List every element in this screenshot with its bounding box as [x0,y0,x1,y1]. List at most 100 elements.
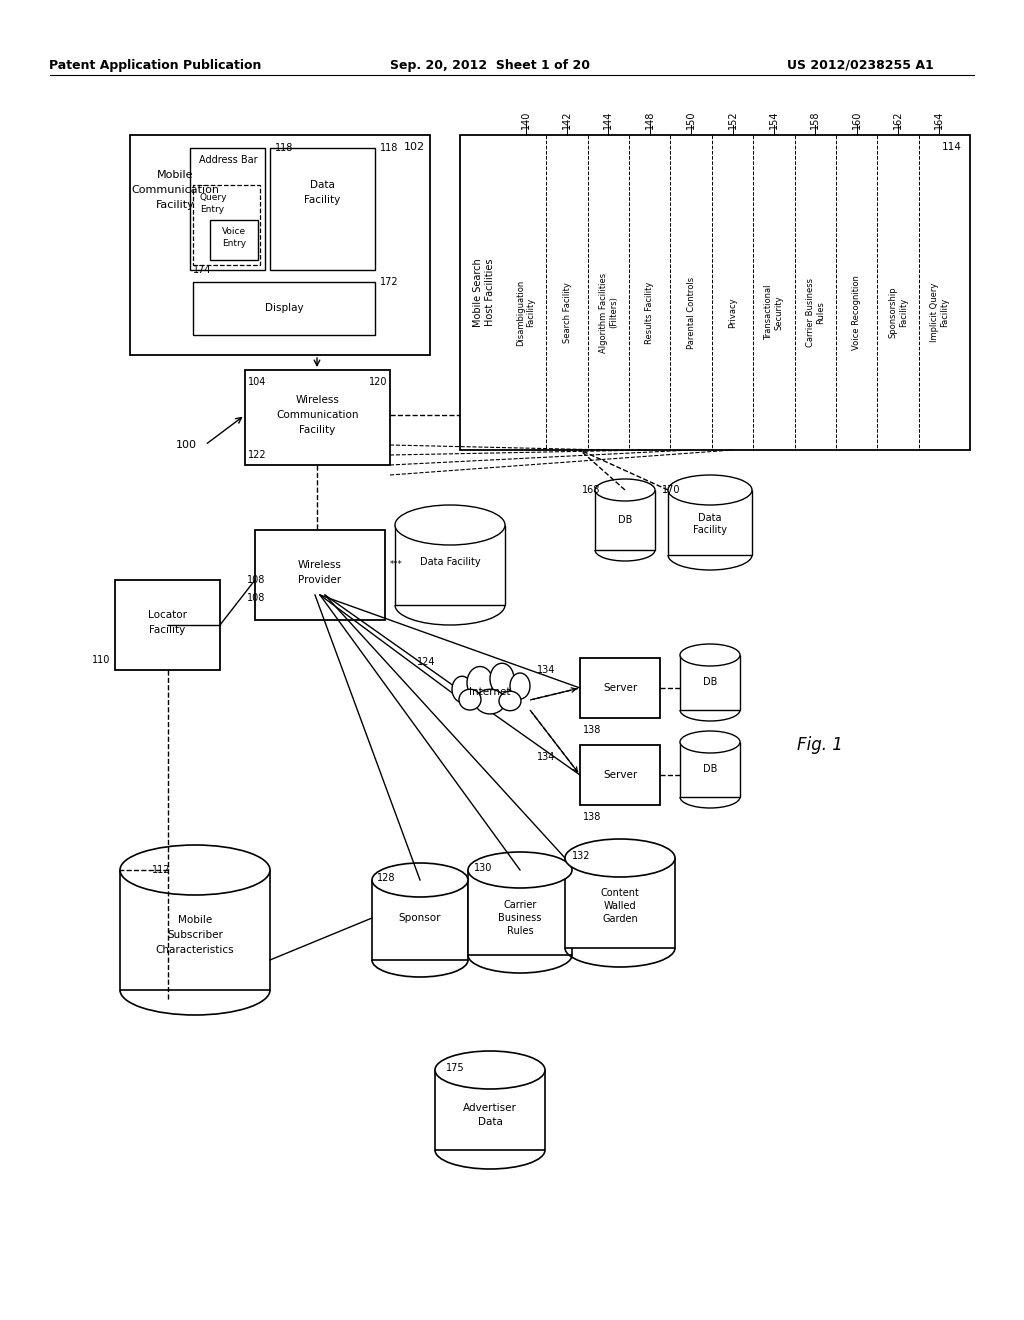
Text: Advertiser: Advertiser [463,1104,517,1113]
Text: Garden: Garden [602,913,638,924]
Text: Wireless: Wireless [298,560,342,570]
FancyBboxPatch shape [193,185,260,265]
Text: DB: DB [702,677,717,686]
Text: Data: Data [309,180,335,190]
Text: Privacy: Privacy [728,297,737,327]
Text: Patent Application Publication: Patent Application Publication [49,58,261,71]
Text: 118: 118 [380,143,398,153]
Text: Data: Data [477,1117,503,1127]
Ellipse shape [595,479,655,502]
Text: 122: 122 [248,450,266,459]
FancyBboxPatch shape [245,370,390,465]
FancyBboxPatch shape [190,148,265,271]
Ellipse shape [120,845,270,895]
Text: 130: 130 [474,863,492,873]
Text: Provider: Provider [298,576,342,585]
Polygon shape [595,490,655,550]
Text: Locator: Locator [148,610,187,620]
Text: 152: 152 [727,111,737,129]
Ellipse shape [468,851,572,888]
Ellipse shape [490,663,514,694]
Text: Facility: Facility [304,195,340,205]
Text: Voice: Voice [222,227,246,236]
Text: Algorithm Facilities
(Filters): Algorithm Facilities (Filters) [599,272,618,352]
Ellipse shape [435,1051,545,1089]
Text: 140: 140 [520,111,530,129]
Text: Facility: Facility [156,201,195,210]
Text: 150: 150 [686,111,696,129]
Ellipse shape [467,667,493,700]
Text: 148: 148 [645,111,654,129]
Ellipse shape [510,673,530,700]
Text: 170: 170 [662,484,680,495]
FancyBboxPatch shape [460,135,970,450]
FancyBboxPatch shape [115,579,220,671]
Ellipse shape [395,506,505,545]
Text: Mobile Search: Mobile Search [473,259,483,327]
Text: Carrier Business
Rules: Carrier Business Rules [806,279,825,347]
Text: Address Bar: Address Bar [199,154,257,165]
Text: 110: 110 [91,655,110,665]
FancyBboxPatch shape [270,148,375,271]
Text: Transactional
Security: Transactional Security [764,285,783,341]
Ellipse shape [499,692,521,710]
Text: 124: 124 [417,657,435,667]
Text: Walled: Walled [604,902,636,911]
Polygon shape [680,742,740,797]
Text: Server: Server [603,682,637,693]
Text: Carrier: Carrier [504,900,537,909]
Text: 162: 162 [893,111,903,129]
Polygon shape [435,1071,545,1150]
Text: Results Facility: Results Facility [645,281,654,343]
Text: Rules: Rules [507,927,534,936]
Text: Data: Data [698,513,722,523]
Text: 154: 154 [769,111,779,129]
Text: 102: 102 [403,143,425,152]
Text: Host Facilities: Host Facilities [485,259,495,326]
Ellipse shape [680,644,740,667]
Text: Communication: Communication [131,185,219,195]
Text: ***: *** [390,561,402,569]
Text: 138: 138 [583,812,601,822]
Text: 142: 142 [562,111,572,129]
FancyBboxPatch shape [580,744,660,805]
Ellipse shape [459,689,481,710]
Text: 104: 104 [248,378,266,387]
Text: Data Facility: Data Facility [420,557,480,568]
Polygon shape [668,490,752,554]
Text: 175: 175 [446,1063,465,1073]
Text: Sep. 20, 2012  Sheet 1 of 20: Sep. 20, 2012 Sheet 1 of 20 [390,58,590,71]
Text: Implicit Query
Facility: Implicit Query Facility [930,282,949,342]
Text: Subscriber: Subscriber [167,931,223,940]
Text: Mobile: Mobile [178,915,212,925]
Text: Sponsorship
Facility: Sponsorship Facility [888,286,907,338]
Text: 118: 118 [275,143,293,153]
Text: 100: 100 [176,440,197,450]
Text: Mobile: Mobile [157,170,194,180]
Text: Search Facility: Search Facility [562,282,571,343]
Text: DB: DB [617,515,632,525]
Text: 174: 174 [193,265,212,275]
Text: Wireless: Wireless [296,395,339,405]
Text: Internet: Internet [469,686,511,697]
Text: 158: 158 [810,111,820,129]
Text: 168: 168 [582,484,600,495]
FancyBboxPatch shape [210,220,258,260]
Polygon shape [565,858,675,948]
Text: 120: 120 [369,378,387,387]
FancyBboxPatch shape [580,657,660,718]
Text: Facility: Facility [693,525,727,535]
Text: 134: 134 [537,665,555,675]
Text: Query: Query [200,193,227,202]
Text: 138: 138 [583,725,601,735]
Text: 160: 160 [852,111,861,129]
Text: DB: DB [702,764,717,774]
Ellipse shape [452,676,472,702]
Text: Facility: Facility [299,425,336,436]
FancyBboxPatch shape [130,135,430,355]
Text: US 2012/0238255 A1: US 2012/0238255 A1 [786,58,933,71]
Text: Display: Display [264,304,303,313]
Text: Entry: Entry [222,239,246,248]
Ellipse shape [372,863,468,898]
Text: Voice Recognition: Voice Recognition [852,275,861,350]
